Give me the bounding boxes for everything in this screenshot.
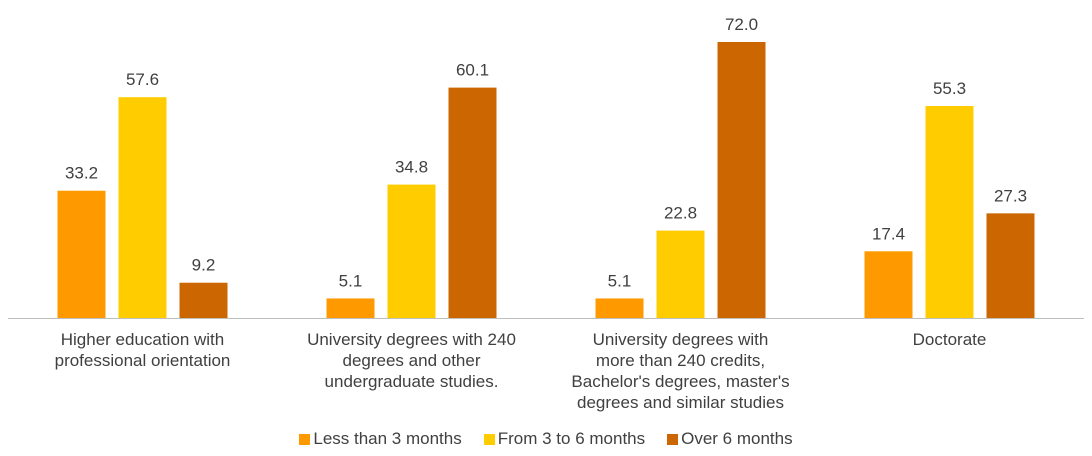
category-label: University degrees with more than 240 cr… <box>571 330 790 412</box>
category-label: University degrees with 240 degrees and … <box>307 330 516 391</box>
bar <box>986 213 1035 318</box>
data-label: 9.2 <box>192 256 216 275</box>
category-label: Higher education with professional orien… <box>54 330 231 370</box>
data-label: 17.4 <box>872 224 905 243</box>
bar <box>118 97 167 318</box>
bar <box>179 282 228 318</box>
bar <box>326 298 375 318</box>
data-label: 34.8 <box>395 158 428 177</box>
data-label: 5.1 <box>339 271 363 290</box>
legend-item: Less than 3 months <box>299 429 462 449</box>
data-label: 57.6 <box>126 70 159 89</box>
data-label: 22.8 <box>664 204 697 223</box>
bar <box>925 106 974 319</box>
legend-swatch <box>667 433 679 445</box>
legend-item: Over 6 months <box>667 429 793 449</box>
bar <box>448 87 497 318</box>
legend-label: From 3 to 6 months <box>497 429 646 448</box>
bar <box>864 251 913 318</box>
legend-label: Over 6 months <box>681 429 793 448</box>
legend-label: Less than 3 months <box>313 429 462 448</box>
legend-swatch <box>299 433 311 445</box>
legend-swatch <box>483 433 495 445</box>
data-label: 55.3 <box>933 79 966 98</box>
bar <box>57 190 106 318</box>
bar <box>595 298 644 318</box>
category-label: Doctorate <box>912 330 987 349</box>
bar <box>387 184 436 318</box>
legend-item: From 3 to 6 months <box>483 429 646 449</box>
bar <box>656 230 705 318</box>
data-label: 27.3 <box>994 186 1027 205</box>
data-label: 5.1 <box>608 271 632 290</box>
data-label: 60.1 <box>456 61 489 80</box>
legend: Less than 3 months From 3 to 6 months Ov… <box>0 429 1092 449</box>
data-label: 72.0 <box>725 15 758 34</box>
bar <box>717 42 766 318</box>
data-label: 33.2 <box>65 164 98 183</box>
